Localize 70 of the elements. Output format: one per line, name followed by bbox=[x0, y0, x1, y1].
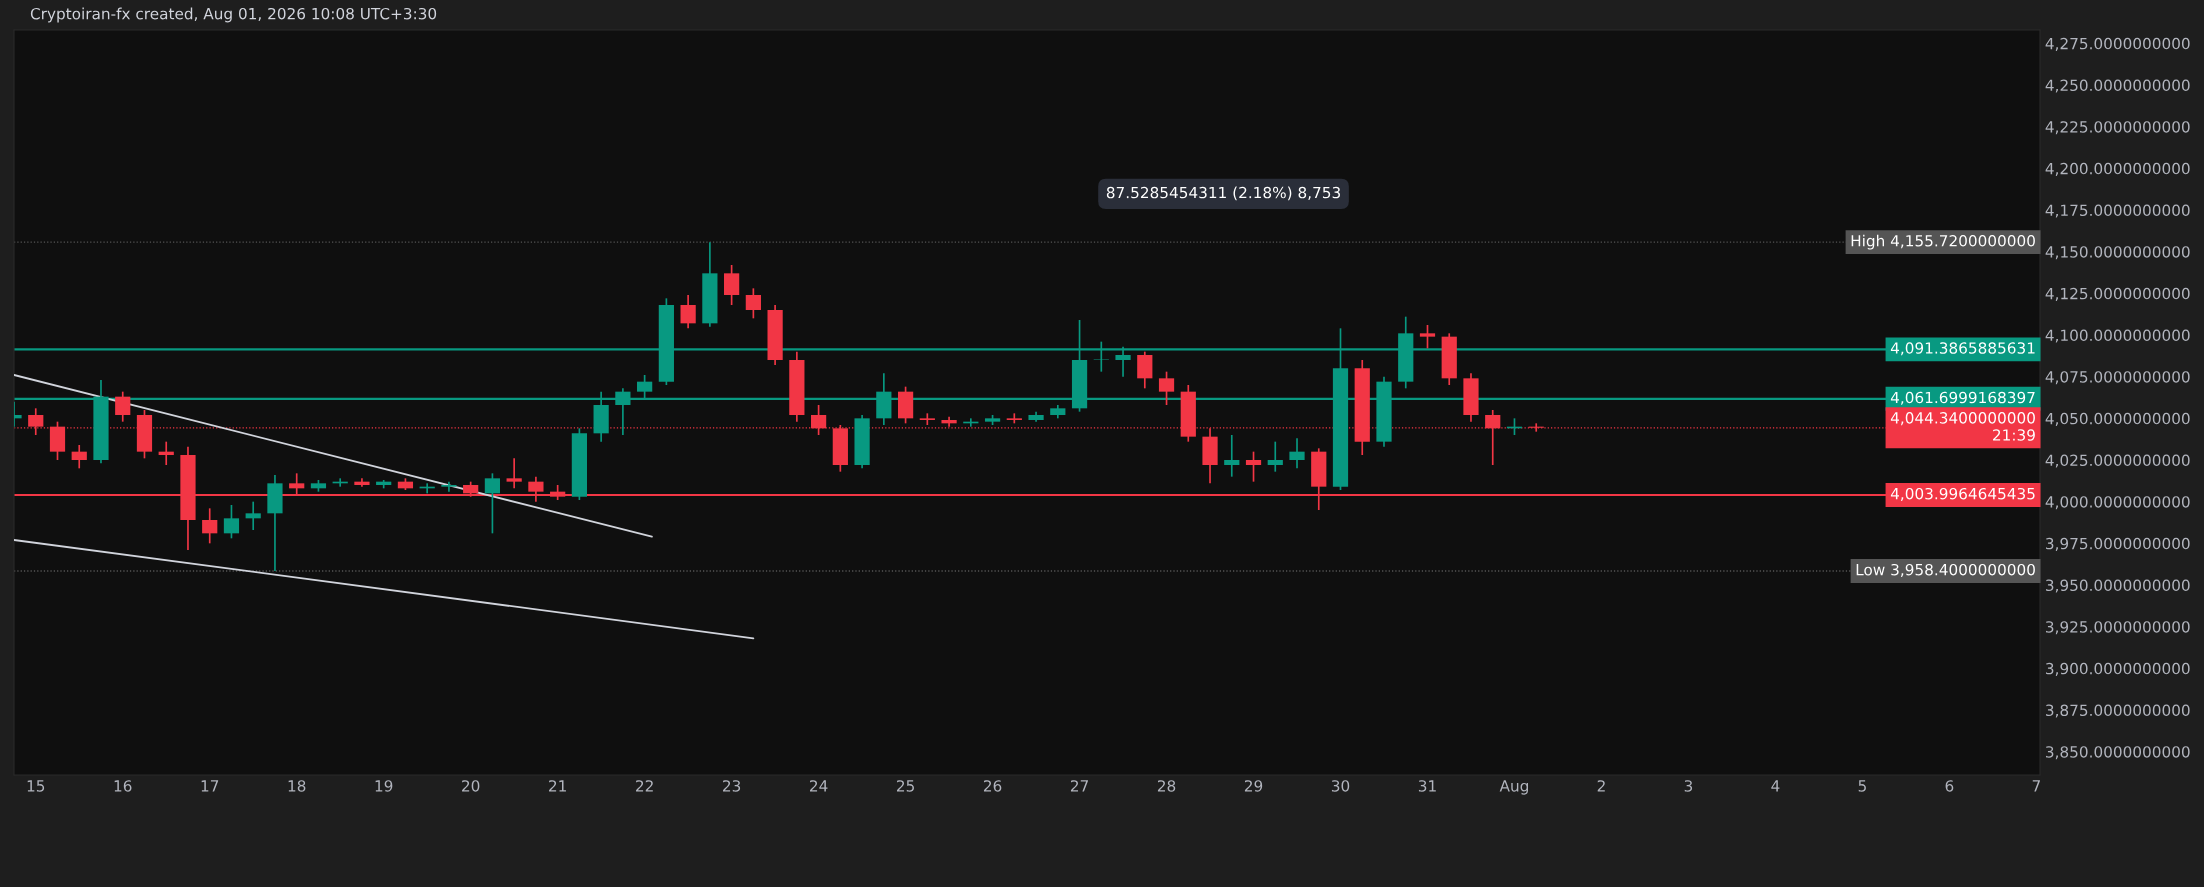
candlestick bbox=[506, 457, 522, 490]
x-tick-label: 28 bbox=[1157, 780, 1176, 792]
y-tick-label: 4,100.0000000000 bbox=[2045, 329, 2190, 343]
y-tick-label: 4,275.0000000000 bbox=[2045, 37, 2190, 51]
candlestick bbox=[1006, 412, 1022, 425]
y-tick-label: 4,050.0000000000 bbox=[2045, 412, 2190, 426]
x-tick-label: 31 bbox=[1418, 780, 1436, 792]
x-tick-label: 18 bbox=[288, 780, 306, 792]
ref-line-label: High 4,155.7200000000 bbox=[1851, 234, 2035, 250]
y-tick-label: 3,925.0000000000 bbox=[2046, 621, 2190, 635]
candlestick bbox=[1289, 437, 1305, 470]
y-tick-label: 4,025.0000000000 bbox=[2045, 454, 2190, 468]
candlestick bbox=[441, 480, 457, 493]
candlestick bbox=[245, 500, 261, 531]
candlestick bbox=[724, 264, 740, 306]
candlestick bbox=[71, 444, 87, 470]
y-tick-label: 3,900.0000000000 bbox=[2046, 662, 2190, 676]
candlestick bbox=[115, 390, 131, 423]
x-tick-label: 7 bbox=[2032, 780, 2040, 792]
x-tick-label: 6 bbox=[1945, 780, 1954, 792]
y-tick-label: 4,200.0000000000 bbox=[2045, 162, 2190, 176]
y-tick-label: 3,950.0000000000 bbox=[2046, 579, 2190, 593]
x-tick-label: 5 bbox=[1858, 780, 1866, 792]
y-tick-label: 4,250.0000000000 bbox=[2045, 79, 2190, 93]
candlestick bbox=[1419, 324, 1436, 350]
x-tick-label: 15 bbox=[27, 780, 45, 792]
candlestick bbox=[202, 507, 218, 545]
x-tick-label: 27 bbox=[1070, 780, 1088, 792]
candlestick bbox=[223, 504, 240, 540]
y-tick-label: 3,975.0000000000 bbox=[2046, 537, 2190, 551]
ref-line-label: 4,044.3400000000 21:39 bbox=[1890, 412, 2035, 441]
candlestick bbox=[1224, 434, 1240, 478]
ref-line-label: 4,061.6999168397 bbox=[1890, 391, 2035, 405]
annotation: 87.5285454311 (2.18%) 8,753 bbox=[1106, 186, 1340, 201]
x-tick-label: 30 bbox=[1331, 780, 1350, 792]
x-tick-label: 25 bbox=[896, 780, 914, 792]
x-tick-label: 2 bbox=[1597, 780, 1605, 792]
candlestick bbox=[1267, 440, 1283, 473]
ref-line-label: Low 3,958.4000000000 bbox=[1856, 563, 2035, 577]
candlestick bbox=[1158, 370, 1175, 406]
y-tick-label: 4,125.0000000000 bbox=[2045, 287, 2190, 301]
y-tick-label: 4,225.0000000000 bbox=[2045, 121, 2190, 135]
x-tick-label: 16 bbox=[114, 780, 132, 792]
y-tick-label: 4,000.0000000000 bbox=[2045, 496, 2190, 510]
y-tick-label: 4,175.0000000000 bbox=[2045, 204, 2190, 218]
candlestick bbox=[1245, 450, 1262, 483]
y-tick-label: 3,875.0000000000 bbox=[2046, 704, 2190, 718]
x-tick-label: 4 bbox=[1771, 780, 1780, 792]
ref-line-label: 4,003.9964645435 bbox=[1890, 487, 2035, 501]
x-tick-label: 3 bbox=[1684, 780, 1693, 792]
x-tick-label: 20 bbox=[462, 780, 480, 792]
candlestick bbox=[745, 287, 761, 320]
x-tick-label: 21 bbox=[549, 780, 566, 792]
x-tick-label: 29 bbox=[1244, 780, 1263, 792]
candlestick bbox=[484, 472, 501, 535]
y-tick-label: 4,075.0000000000 bbox=[2045, 371, 2190, 385]
x-tick-label: Aug bbox=[1499, 780, 1528, 795]
x-tick-label: 17 bbox=[201, 780, 219, 792]
candlestick bbox=[1137, 350, 1153, 390]
candlestick bbox=[919, 412, 935, 426]
y-tick-label: 3,850.0000000000 bbox=[2046, 746, 2190, 760]
x-tick-label: 23 bbox=[723, 780, 741, 792]
y-tick-label: 4,150.0000000000 bbox=[2045, 246, 2190, 260]
x-tick-label: 26 bbox=[983, 780, 1002, 792]
ref-line-label: 4,091.3865885631 bbox=[1890, 342, 2035, 356]
x-tick-label: 24 bbox=[810, 780, 828, 792]
candlestick bbox=[680, 294, 696, 330]
x-tick-label: 19 bbox=[375, 780, 393, 792]
chart-title: Cryptoiran-fx created, Aug 01, 2026 10:08 UTC+3:30 bbox=[30, 7, 437, 23]
x-tick-label: 22 bbox=[636, 780, 653, 792]
